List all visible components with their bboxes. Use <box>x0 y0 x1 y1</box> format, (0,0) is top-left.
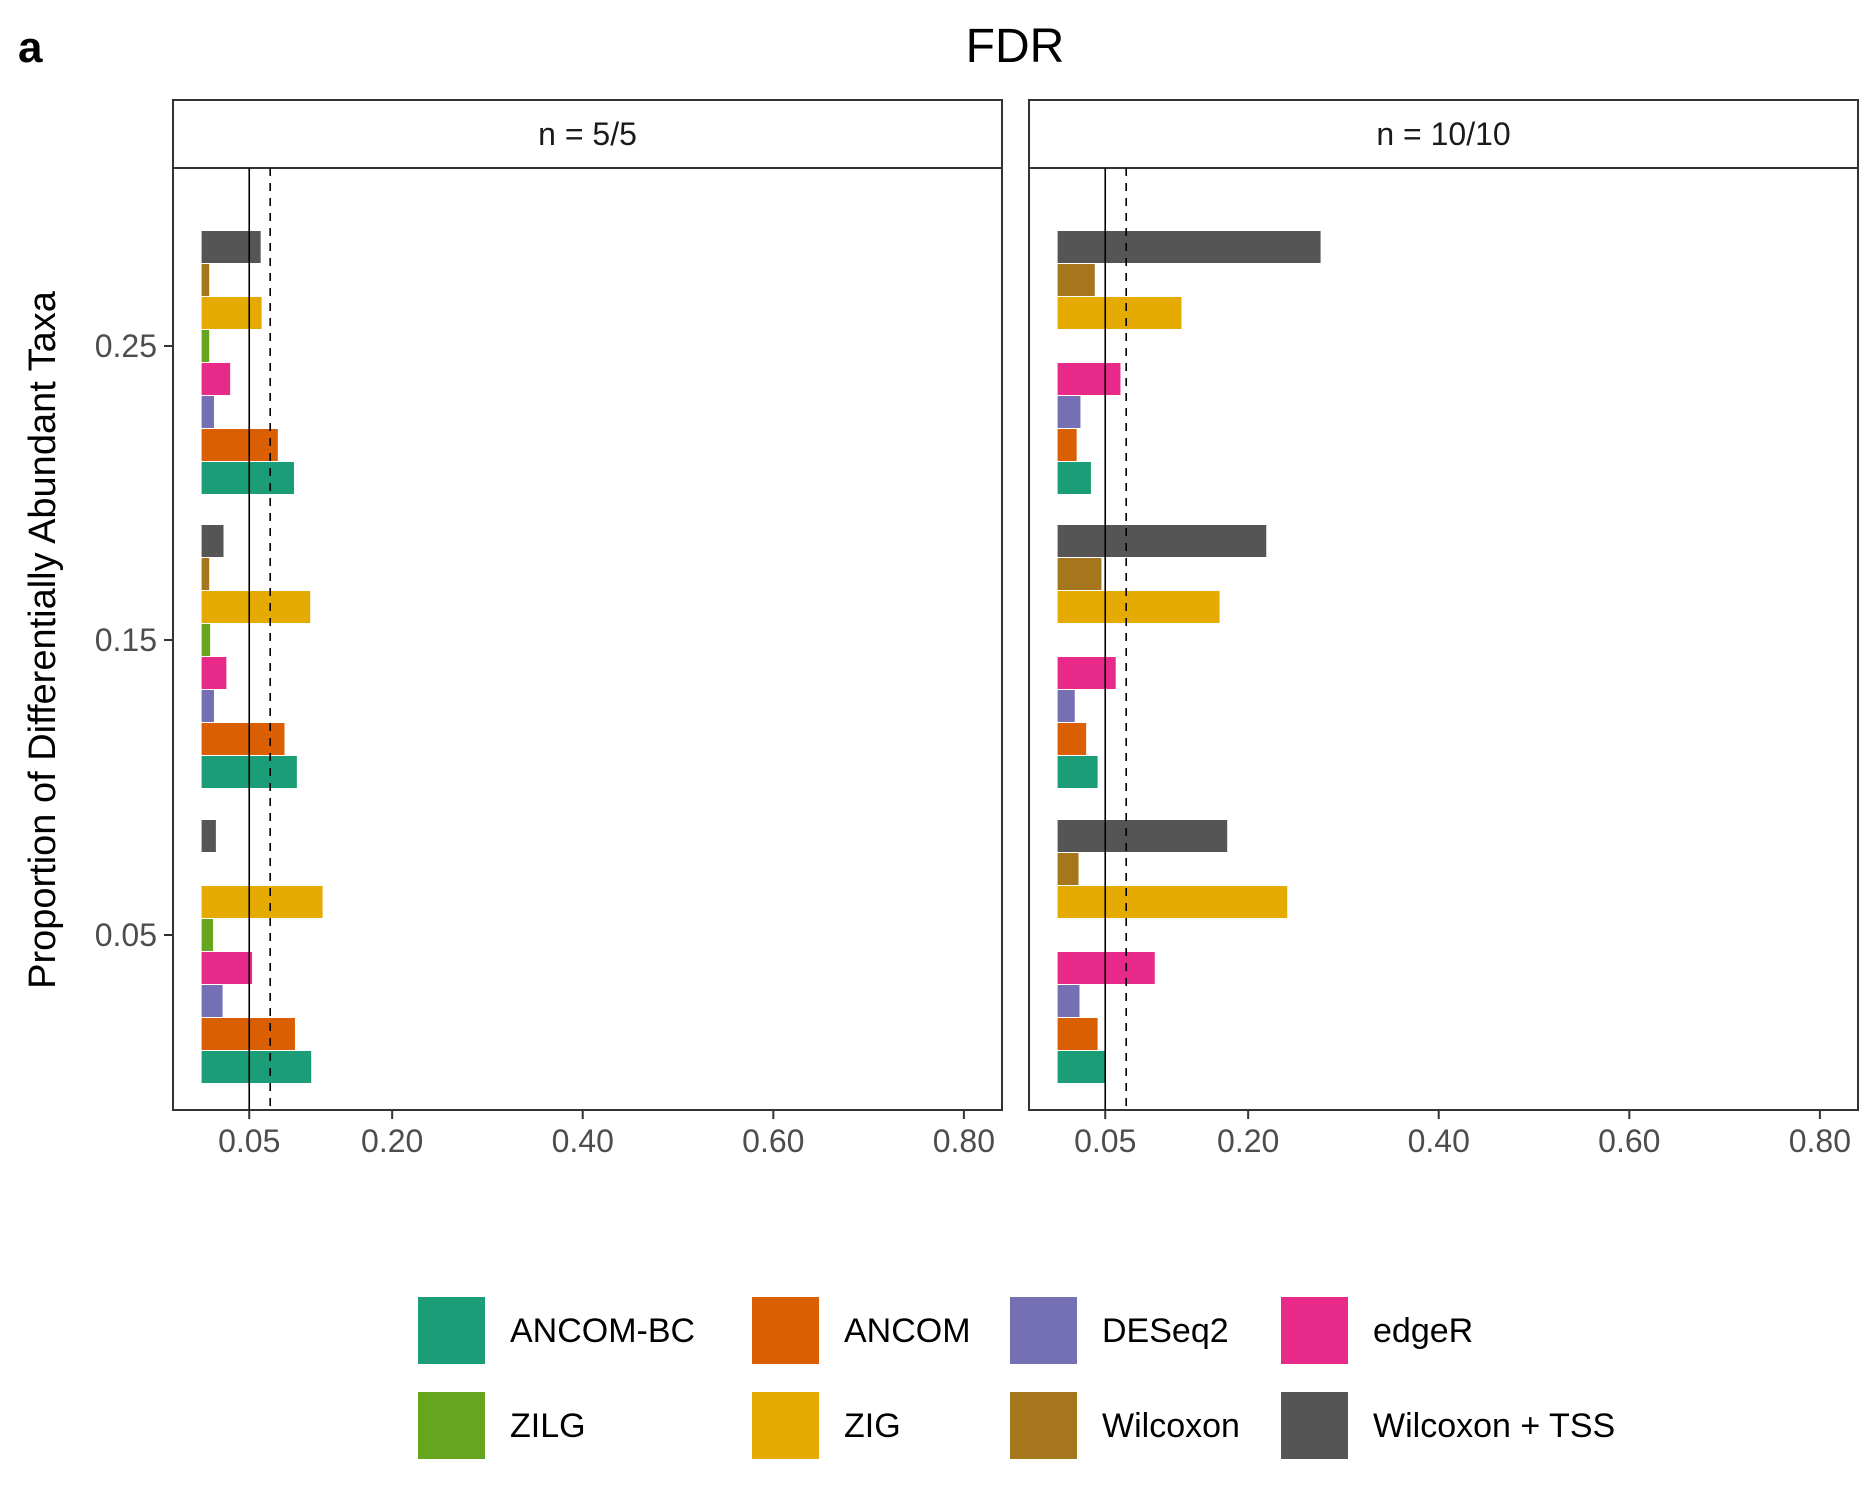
y-tick-label: 0.05 <box>95 917 157 953</box>
legend: ANCOM-BC ANCOM DESeq2 edgeR ZILG ZIG Wilcoxon W… <box>418 1297 1615 1459</box>
bar-ancom-0.15 <box>1057 723 1087 755</box>
bar-edger-0.05 <box>201 952 253 984</box>
bar-wilcoxon-tss-0.05 <box>1057 820 1228 852</box>
bar-ancom-bc-0.05 <box>1057 1051 1106 1083</box>
legend-key <box>752 1392 819 1459</box>
legend-key <box>1010 1392 1077 1459</box>
facet-strip <box>172 99 1003 169</box>
panel-letter: a <box>18 23 43 72</box>
x-tick-label: 0.80 <box>1789 1123 1851 1159</box>
bar-ancom-0.25 <box>1057 429 1077 461</box>
facet-panel-1: n = 5/5 0.05 0.20 0.40 0.60 0.80 0.05 0.15 0.25 <box>95 99 1003 1159</box>
legend-item-wilcoxon-tss: Wilcoxon + TSS <box>1281 1392 1615 1459</box>
facet-panel-2: n = 10/10 0.05 0.20 0.40 0.60 0.80 <box>1028 99 1859 1159</box>
legend-label: ZILG <box>510 1407 586 1445</box>
x-tick-label: 0.40 <box>552 1123 614 1159</box>
y-tick-label: 0.25 <box>95 328 157 364</box>
legend-item-zig: ZIG <box>752 1392 901 1459</box>
bar-deseq2-0.15 <box>201 690 214 722</box>
legend-label: DESeq2 <box>1102 1312 1229 1350</box>
legend-label: edgeR <box>1373 1312 1473 1350</box>
bar-edger-0.15 <box>201 657 227 689</box>
bar-wilcoxon-0.25 <box>1057 264 1095 296</box>
bar-wilcoxon-tss-0.05 <box>201 820 216 852</box>
legend-key <box>1281 1392 1348 1459</box>
legend-label: ANCOM-BC <box>510 1312 695 1350</box>
y-tick-label: 0.15 <box>95 622 157 658</box>
bar-ancom-0.05 <box>201 1018 295 1050</box>
bar-wilcoxon-tss-0.25 <box>201 231 261 263</box>
legend-key <box>418 1392 485 1459</box>
bar-deseq2-0.25 <box>201 396 214 428</box>
bar-edger-0.25 <box>201 363 231 395</box>
y-axis-label: Proportion of Differentially Abundant Ta… <box>22 290 64 989</box>
bar-ancom-bc-0.05 <box>201 1051 312 1083</box>
x-tick-label: 0.60 <box>742 1123 804 1159</box>
legend-key <box>418 1297 485 1364</box>
legend-key <box>1281 1297 1348 1364</box>
bar-zilg-0.15 <box>201 624 211 656</box>
bar-edger-0.25 <box>1057 363 1121 395</box>
bar-wilcoxon-0.05 <box>1057 853 1079 885</box>
bar-wilcoxon-tss-0.25 <box>1057 231 1321 263</box>
legend-label: ANCOM <box>844 1312 971 1350</box>
bar-zig-0.05 <box>201 886 323 918</box>
bar-deseq2-0.15 <box>1057 690 1075 722</box>
bar-edger-0.05 <box>1057 952 1155 984</box>
facet-strip <box>1028 99 1859 169</box>
facet-panels: n = 5/50.05 0.20 0.40 0.60 0.800.050.150.25n… <box>95 99 1859 1159</box>
legend-item-edger: edgeR <box>1281 1297 1473 1364</box>
legend-key <box>752 1297 819 1364</box>
legend-item-ancom-bc: ANCOM-BC <box>418 1297 695 1364</box>
bar-wilcoxon-tss-0.15 <box>201 525 224 557</box>
legend-item-deseq2: DESeq2 <box>1010 1297 1229 1364</box>
x-tick-label: 0.20 <box>1217 1123 1279 1159</box>
chart-title: FDR <box>966 20 1065 73</box>
bar-wilcoxon-0.15 <box>201 558 210 590</box>
bar-ancom-0.15 <box>201 723 285 755</box>
x-tick-label: 0.60 <box>1598 1123 1660 1159</box>
bar-zig-0.25 <box>201 297 262 329</box>
bar-wilcoxon-0.25 <box>201 264 210 296</box>
bar-deseq2-0.25 <box>1057 396 1081 428</box>
x-tick-label: 0.05 <box>218 1123 280 1159</box>
bar-deseq2-0.05 <box>201 985 223 1017</box>
bar-ancom-0.05 <box>1057 1018 1098 1050</box>
bars <box>1057 231 1321 1083</box>
legend-label: Wilcoxon <box>1102 1407 1240 1445</box>
bar-ancom-bc-0.25 <box>201 462 295 494</box>
legend-item-wilcoxon: Wilcoxon <box>1010 1392 1240 1459</box>
bar-zilg-0.05 <box>201 919 214 951</box>
facet-strip-label: n = 5/5 <box>538 116 637 152</box>
bar-wilcoxon-0.15 <box>1057 558 1102 590</box>
bar-zilg-0.25 <box>201 330 210 362</box>
bar-ancom-bc-0.15 <box>1057 756 1098 788</box>
plot-area <box>172 167 1003 1111</box>
bar-wilcoxon-tss-0.15 <box>1057 525 1267 557</box>
bar-ancom-0.25 <box>201 429 278 461</box>
bar-edger-0.15 <box>1057 657 1116 689</box>
legend-item-zilg: ZILG <box>418 1392 586 1459</box>
x-tick-label: 0.40 <box>1408 1123 1470 1159</box>
x-tick-label: 0.20 <box>361 1123 423 1159</box>
bar-ancom-bc-0.25 <box>1057 462 1091 494</box>
bars <box>201 231 323 1083</box>
bar-deseq2-0.05 <box>1057 985 1080 1017</box>
facet-strip-label: n = 10/10 <box>1376 116 1510 152</box>
legend-item-ancom: ANCOM <box>752 1297 971 1364</box>
bar-zig-0.05 <box>1057 886 1288 918</box>
bar-zig-0.25 <box>1057 297 1182 329</box>
bar-zig-0.15 <box>201 591 311 623</box>
x-tick-label: 0.80 <box>933 1123 995 1159</box>
legend-key <box>1010 1297 1077 1364</box>
bar-zig-0.15 <box>1057 591 1220 623</box>
legend-label: ZIG <box>844 1407 901 1445</box>
x-tick-label: 0.05 <box>1074 1123 1136 1159</box>
legend-label: Wilcoxon + TSS <box>1373 1407 1615 1445</box>
